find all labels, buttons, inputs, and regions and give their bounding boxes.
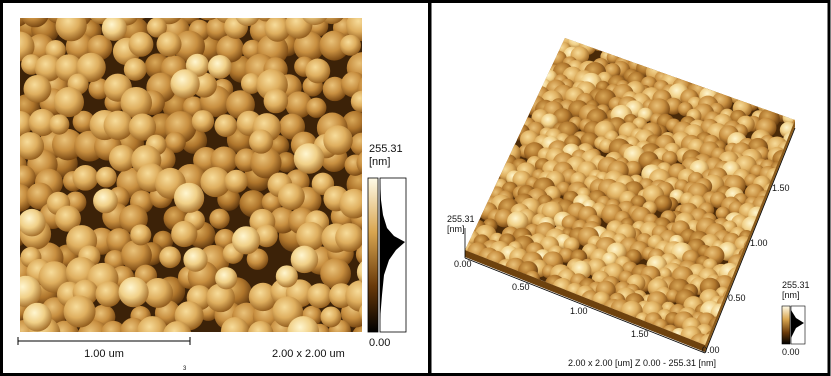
grain <box>18 209 46 237</box>
grain <box>232 226 260 254</box>
grain <box>323 125 352 154</box>
grain <box>264 89 289 114</box>
grain <box>73 165 99 191</box>
scale-bar-label: 1.00 um <box>84 348 124 360</box>
front-tick: 0.50 <box>512 282 530 292</box>
grain <box>183 247 207 271</box>
grain <box>335 223 364 252</box>
grain <box>171 221 197 247</box>
z-unit: [nm] <box>447 224 465 234</box>
grain <box>208 55 232 79</box>
grain <box>294 143 325 174</box>
colorbar-min: 0.00 <box>369 337 390 349</box>
grain <box>130 224 151 245</box>
grain <box>129 32 154 57</box>
grain <box>157 32 182 57</box>
scan-size: 2.00 x 2.00 um <box>272 348 345 360</box>
grain <box>95 281 121 307</box>
grain <box>209 209 229 229</box>
right-tick: 1.00 <box>750 238 768 248</box>
screenshot: 255.31 [nm] 0.00 1.00 um 2.00 x 2.00 um … <box>0 0 831 376</box>
grain <box>170 69 199 98</box>
grain <box>93 189 118 214</box>
corner-label: 0.00 <box>702 345 720 355</box>
grain <box>278 183 305 210</box>
front-tick: 1.00 <box>570 306 588 316</box>
colorbar <box>368 178 378 332</box>
grain <box>49 114 69 134</box>
grain <box>16 132 44 160</box>
z-max: 255.31 <box>447 214 475 224</box>
grain <box>23 75 51 103</box>
grain <box>174 183 204 213</box>
right-tick: 1.50 <box>772 183 790 193</box>
grain <box>192 110 214 132</box>
front-tick: 1.50 <box>631 329 649 339</box>
grain <box>104 111 133 140</box>
colorbar-unit: [nm] <box>369 156 390 168</box>
colorbar-max: 255.31 <box>369 143 403 155</box>
grain <box>225 170 248 193</box>
grain <box>102 16 127 41</box>
grain <box>64 296 96 328</box>
z-min: 0.00 <box>454 259 472 269</box>
grain <box>321 306 342 327</box>
grain <box>54 87 84 117</box>
grain <box>96 167 117 188</box>
small-colorbar-unit: [nm] <box>782 290 800 300</box>
right-tick: 0.50 <box>728 293 746 303</box>
grain <box>305 59 330 84</box>
grain <box>276 265 298 287</box>
afm-2d-image <box>0 0 403 352</box>
small-colorbar-min: 0.00 <box>782 347 800 357</box>
grain <box>118 277 148 307</box>
grain <box>306 98 326 118</box>
small-colorbar-max: 255.31 <box>782 280 810 290</box>
grain <box>340 35 361 56</box>
grain <box>307 283 332 308</box>
grain <box>214 114 237 137</box>
small-colorbar <box>782 306 790 344</box>
grain <box>23 303 52 332</box>
caption: 2.00 x 2.00 [um] Z 0.00 - 255.31 [nm] <box>568 358 716 368</box>
grain <box>249 130 273 154</box>
grain <box>215 267 237 289</box>
grain <box>159 246 181 268</box>
